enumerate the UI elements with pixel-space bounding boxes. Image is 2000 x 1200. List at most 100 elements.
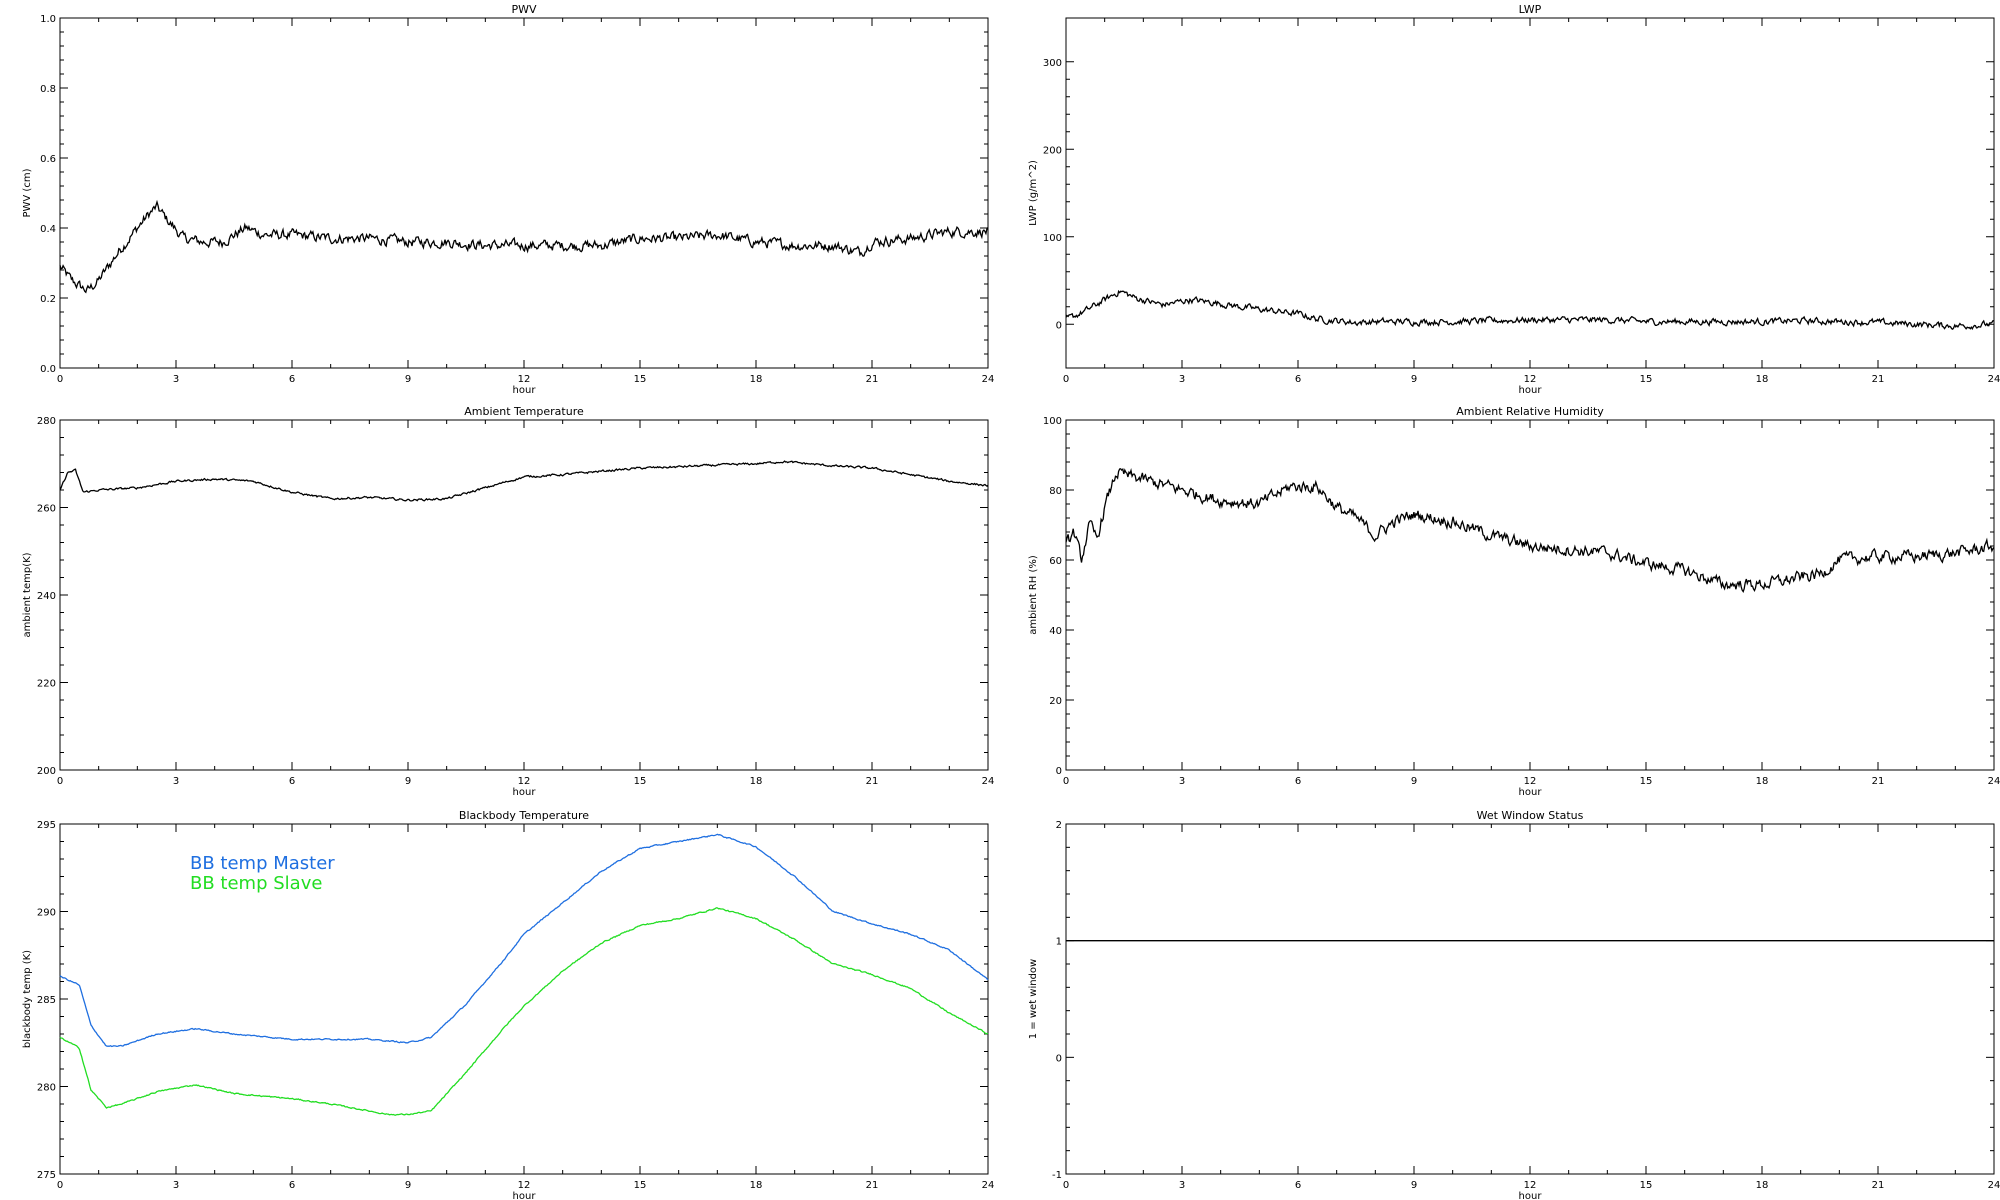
chart-blackbody-temp-series-0-line	[59, 833, 989, 1048]
panel-pwv: PWV 0 3 6 9 12 15 18 21 24 hour 0.0 0.2 0.4 0.6 0.8 1.0 P…	[22, 3, 994, 396]
chart-ambient-rh-ytick-label: 40	[1049, 626, 1062, 637]
chart-pwv-xtick-label: 15	[634, 374, 647, 385]
chart-pwv-ylabel: PWV (cm)	[22, 168, 33, 217]
chart-blackbody-temp-title: Blackbody Temperature	[459, 809, 589, 822]
chart-ambient-temp-xtick-label: 12	[518, 776, 531, 787]
chart-wet-window-xlabel: hour	[1519, 1191, 1543, 1200]
chart-ambient-temp-xtick-label: 24	[982, 776, 995, 787]
chart-ambient-rh-xtick-label: 9	[1411, 776, 1417, 787]
chart-wet-window-ylabel: 1 = wet window	[1028, 959, 1039, 1039]
chart-lwp-xtick-label: 24	[1988, 374, 2000, 385]
chart-ambient-temp-ylabel: ambient temp(K)	[22, 552, 33, 637]
chart-blackbody-temp-ytick-label: 275	[37, 1170, 56, 1181]
chart-pwv-xtick-label: 21	[866, 374, 879, 385]
chart-ambient-rh-xtick-label: 15	[1640, 776, 1653, 787]
chart-blackbody-temp-legend-entry: BB temp Master	[190, 853, 335, 874]
chart-pwv-title: PWV	[511, 3, 537, 16]
chart-ambient-temp-ytick-label: 220	[37, 679, 56, 690]
chart-ambient-temp-xtick-label: 0	[57, 776, 63, 787]
chart-lwp-ytick-label: 300	[1043, 58, 1062, 69]
chart-lwp-ytick-label: 100	[1043, 233, 1062, 244]
panel-blackbody-temp: Blackbody Temperature 0 3 6 9 12 15 18 21 24 hour 2…	[22, 809, 994, 1200]
chart-lwp-xtick-label: 18	[1756, 374, 1769, 385]
panel-ambient-rh: Ambient Relative Humidity 0 3 6 9 12 15 18 21 24 h…	[1028, 405, 2000, 798]
chart-ambient-rh-xtick-label: 0	[1063, 776, 1069, 787]
chart-ambient-rh-ytick-label: 100	[1043, 416, 1062, 427]
chart-wet-window-xtick-label: 3	[1179, 1180, 1185, 1191]
chart-ambient-rh-xlabel: hour	[1519, 787, 1543, 798]
chart-blackbody-temp-xtick-label: 3	[173, 1180, 179, 1191]
chart-wet-window-title: Wet Window Status	[1477, 809, 1584, 822]
chart-pwv-xtick-label: 18	[750, 374, 763, 385]
chart-ambient-rh-ytick-label: 60	[1049, 556, 1062, 567]
chart-wet-window-ytick-label: -1	[1052, 1170, 1062, 1181]
chart-ambient-rh-title: Ambient Relative Humidity	[1456, 405, 1604, 418]
chart-blackbody-temp-xtick-label: 6	[289, 1180, 295, 1191]
chart-ambient-rh-ytick-label: 20	[1049, 696, 1062, 707]
chart-blackbody-temp-xtick-label: 0	[57, 1180, 63, 1191]
chart-lwp-xtick-label: 12	[1524, 374, 1537, 385]
panel-lwp: LWP 0 3 6 9 12 15 18 21 24 hour 0 100 200 300 LWP (g/m^…	[1028, 3, 2000, 396]
chart-blackbody-temp-xlabel: hour	[513, 1191, 537, 1200]
chart-ambient-rh-ytick-label: 0	[1056, 766, 1062, 777]
chart-ambient-temp-xtick-label: 21	[866, 776, 879, 787]
chart-pwv-series-0-line	[59, 199, 989, 294]
chart-ambient-rh-xtick-label: 3	[1179, 776, 1185, 787]
chart-pwv-xtick-label: 0	[57, 374, 63, 385]
panel-ambient-temp: Ambient Temperature 0 3 6 9 12 15 18 21 24 hour 200…	[22, 405, 994, 798]
chart-ambient-temp-ytick-label: 280	[37, 416, 56, 427]
chart-lwp-xtick-label: 3	[1179, 374, 1185, 385]
chart-pwv-ytick-label: 0.4	[40, 224, 56, 235]
chart-lwp-series-0-line	[1065, 289, 1995, 331]
chart-lwp-xtick-label: 9	[1411, 374, 1417, 385]
chart-wet-window-xtick-label: 6	[1295, 1180, 1301, 1191]
chart-pwv-xtick-label: 3	[173, 374, 179, 385]
chart-ambient-temp-xtick-label: 18	[750, 776, 763, 787]
chart-blackbody-temp-ylabel: blackbody temp (K)	[22, 950, 33, 1048]
chart-wet-window-xtick-label: 12	[1524, 1180, 1537, 1191]
chart-wet-window-xtick-label: 15	[1640, 1180, 1653, 1191]
chart-pwv-ytick-label: 0.8	[40, 84, 56, 95]
chart-ambient-rh-ylabel: ambient RH (%)	[1028, 555, 1039, 635]
chart-pwv-ytick-label: 0.2	[40, 294, 56, 305]
chart-blackbody-temp-ytick-label: 290	[37, 908, 56, 919]
chart-pwv-xtick-label: 9	[405, 374, 411, 385]
chart-blackbody-temp-ytick-label: 295	[37, 820, 56, 831]
chart-lwp-xtick-label: 6	[1295, 374, 1301, 385]
chart-wet-window-xtick-label: 24	[1988, 1180, 2000, 1191]
chart-wet-window-xtick-label: 9	[1411, 1180, 1417, 1191]
chart-ambient-temp-series-0-line	[59, 460, 989, 502]
chart-ambient-rh-xtick-label: 12	[1524, 776, 1537, 787]
chart-blackbody-temp-xtick-label: 15	[634, 1180, 647, 1191]
chart-ambient-rh-xtick-label: 21	[1872, 776, 1885, 787]
chart-ambient-temp-title: Ambient Temperature	[464, 405, 584, 418]
chart-lwp-xtick-label: 0	[1063, 374, 1069, 385]
chart-ambient-rh-series-0-line	[1065, 467, 1995, 594]
chart-wet-window-xtick-label: 0	[1063, 1180, 1069, 1191]
chart-lwp-ylabel: LWP (g/m^2)	[1028, 160, 1039, 226]
chart-wet-window-xtick-label: 21	[1872, 1180, 1885, 1191]
chart-ambient-rh-xtick-label: 24	[1988, 776, 2000, 787]
chart-pwv-ytick-label: 0.6	[40, 154, 56, 165]
chart-pwv-xtick-label: 12	[518, 374, 531, 385]
chart-ambient-rh-xtick-label: 6	[1295, 776, 1301, 787]
chart-ambient-temp-ytick-label: 200	[37, 766, 56, 777]
chart-blackbody-temp-xtick-label: 24	[982, 1180, 995, 1191]
chart-ambient-temp-xtick-label: 9	[405, 776, 411, 787]
chart-blackbody-temp-ytick-label: 280	[37, 1083, 56, 1094]
chart-ambient-temp-ytick-label: 240	[37, 591, 56, 602]
chart-wet-window-ytick-label: 1	[1056, 937, 1062, 948]
chart-lwp-ytick-label: 200	[1043, 145, 1062, 156]
chart-blackbody-temp-ytick-label: 285	[37, 995, 56, 1006]
chart-pwv-xtick-label: 6	[289, 374, 295, 385]
chart-ambient-temp-ytick-label: 260	[37, 504, 56, 515]
chart-blackbody-temp-legend-entry: BB temp Slave	[190, 873, 322, 894]
chart-pwv-ytick-label: 0.0	[40, 364, 56, 375]
chart-blackbody-temp-series-1-line	[59, 907, 989, 1116]
chart-ambient-rh-ytick-label: 80	[1049, 486, 1062, 497]
chart-pwv-xlabel: hour	[513, 385, 537, 396]
chart-wet-window-ytick-label: 0	[1056, 1053, 1062, 1064]
